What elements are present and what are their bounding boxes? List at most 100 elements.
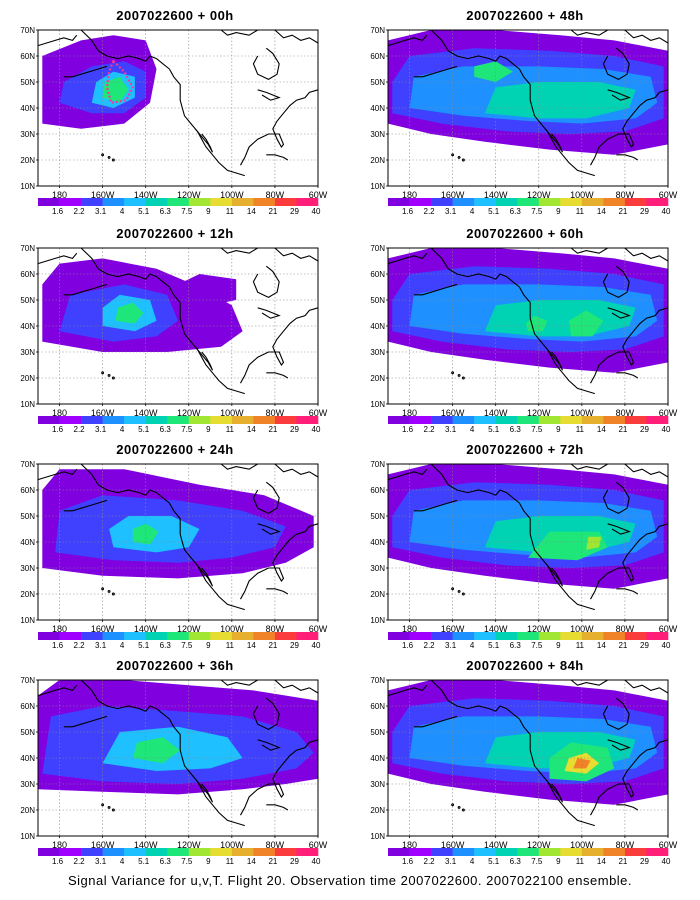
colorbar-swatch	[560, 416, 583, 424]
variance-field	[38, 680, 318, 795]
colorbar-swatch	[538, 632, 561, 640]
colorbar-swatch	[538, 416, 561, 424]
colorbar-label: 7.5	[531, 857, 543, 866]
colorbar-swatch	[646, 416, 669, 424]
colorbar-label: 40	[662, 207, 671, 216]
lon-tick-label: 60W	[309, 408, 328, 418]
lat-tick-label: 70N	[370, 460, 385, 469]
colorbar-swatch	[59, 416, 82, 424]
coastline-hawaii	[461, 592, 465, 596]
colorbar-label: 40	[312, 207, 321, 216]
lon-tick-label: 180	[402, 840, 417, 850]
lon-tick-label: 180	[402, 190, 417, 200]
lat-tick-label: 70N	[20, 460, 35, 469]
colorbar-swatch	[38, 198, 60, 206]
lon-tick-label: 100W	[570, 624, 594, 634]
coastline-cuba	[266, 154, 289, 161]
lon-tick-label: 140W	[484, 840, 508, 850]
colorbar-swatch	[274, 198, 297, 206]
lat-tick-label: 60N	[20, 52, 35, 61]
colorbar-swatch	[517, 632, 540, 640]
colorbar-swatch	[188, 198, 211, 206]
lon-tick-label: 180	[402, 408, 417, 418]
colorbar-label: 14	[597, 207, 606, 216]
colorbar-swatch	[102, 848, 125, 856]
coastline-cuba	[616, 804, 639, 811]
colorbar-label: 3.1	[95, 425, 107, 434]
colorbar-label: 7.5	[181, 641, 193, 650]
colorbar-label: 2.2	[424, 207, 436, 216]
colorbar-label: 3.1	[95, 641, 107, 650]
colorbar-label: 1.6	[52, 641, 64, 650]
lon-tick-label: 60W	[309, 624, 328, 634]
variance-contour-fill	[573, 758, 591, 769]
colorbar-swatch	[81, 416, 103, 424]
coastline-hudson	[602, 697, 630, 731]
coastline-west	[518, 718, 595, 827]
colorbar-swatch	[388, 848, 410, 856]
colorbar-swatch	[124, 198, 146, 206]
colorbar-swatch	[517, 848, 540, 856]
colorbar-swatch	[603, 198, 626, 206]
lat-tick-label: 20N	[370, 374, 385, 383]
lat-tick-label: 50N	[20, 728, 35, 737]
lat-tick-label: 70N	[370, 244, 385, 253]
coastline-siberia	[387, 468, 428, 481]
coastline-alaska	[430, 29, 520, 70]
colorbar-swatch	[167, 198, 190, 206]
map-panel-60h: 2007022600 + 60h 70N 60N 50N 40N 30N 20N 10N 18…	[360, 226, 690, 444]
coastline-aleutians	[413, 499, 458, 512]
lat-tick-label: 70N	[370, 676, 385, 685]
lat-tick-label: 40N	[370, 104, 385, 113]
colorbar-swatch	[274, 632, 297, 640]
coastline-hawaii	[451, 153, 455, 157]
colorbar-label: 11	[576, 425, 585, 434]
lon-tick-label: 180	[52, 408, 67, 418]
figure-caption: Signal Variance for u,v,T. Flight 20. Ob…	[67, 873, 633, 888]
lon-tick-label: 140W	[134, 190, 158, 200]
coastline-greenland	[624, 29, 669, 44]
colorbar-label: 14	[597, 857, 606, 866]
lat-tick-label: 50N	[20, 78, 35, 87]
colorbar-label: 2.2	[424, 425, 436, 434]
colorbar-swatch	[388, 632, 410, 640]
lat-tick-label: 70N	[20, 676, 35, 685]
coastline-greenland	[624, 679, 669, 694]
lon-tick-label: 60W	[659, 408, 678, 418]
coastline-aleutians	[63, 715, 108, 728]
colorbar-swatch	[102, 632, 125, 640]
lat-tick-label: 10N	[20, 616, 35, 625]
lon-tick-label: 160W	[441, 190, 465, 200]
colorbar-swatch	[124, 848, 146, 856]
coastline-lakes	[257, 739, 281, 751]
coastline-alaska	[430, 679, 520, 720]
coastline	[37, 463, 319, 611]
colorbar-swatch	[495, 632, 518, 640]
lon-tick-label: 80W	[616, 624, 635, 634]
colorbar-label: 1.6	[402, 207, 414, 216]
coastline-hudson	[602, 265, 630, 299]
lon-tick-label: 100W	[220, 840, 244, 850]
lon-tick-label: 160W	[91, 408, 115, 418]
colorbar-label: 21	[618, 425, 627, 434]
coastline-siberia	[37, 252, 78, 265]
lon-tick-label: 180	[52, 190, 67, 200]
colorbar-label: 29	[290, 207, 299, 216]
colorbar-swatch	[145, 416, 168, 424]
colorbar-label: 29	[290, 857, 299, 866]
lon-tick-label: 120W	[177, 190, 201, 200]
colorbar-swatch	[81, 848, 103, 856]
colorbar-swatch	[296, 632, 319, 640]
variance-map-00h: 70N 60N 50N 40N 30N 20N 10N 180 160W 140W 120W 100W…	[20, 26, 327, 216]
variance-contour-fill	[484, 82, 636, 119]
colorbar-label: 14	[247, 207, 256, 216]
colorbar-label: 4	[470, 425, 475, 434]
colorbar-swatch	[474, 848, 496, 856]
lat-tick-label: 50N	[370, 78, 385, 87]
coastline-lakes	[607, 307, 631, 319]
colorbar-swatch	[409, 848, 432, 856]
coastline-hawaii	[461, 808, 465, 812]
variance-field	[42, 258, 243, 352]
coastline-west	[518, 286, 595, 395]
coastline	[37, 247, 319, 395]
